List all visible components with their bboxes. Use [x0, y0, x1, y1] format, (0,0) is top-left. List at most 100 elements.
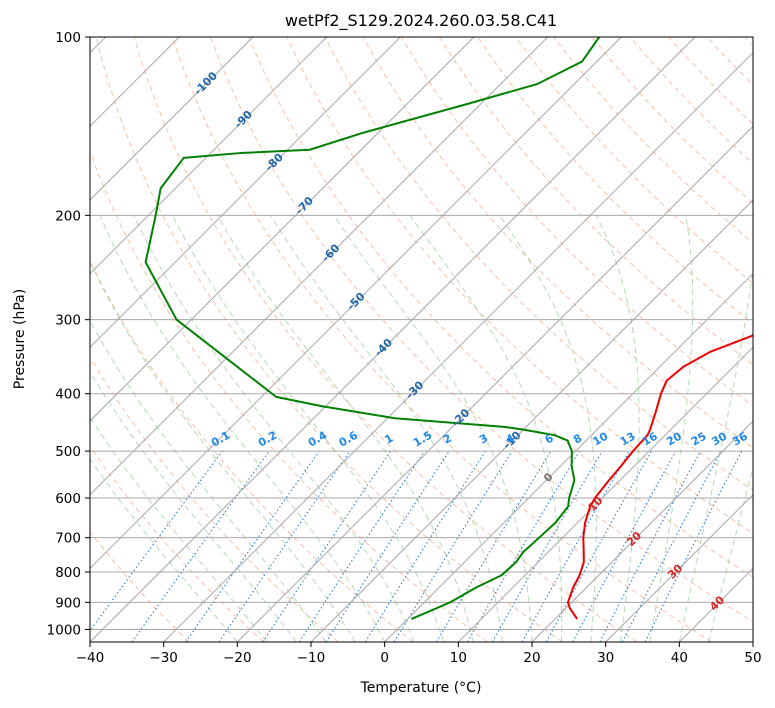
mixing-ratio-label: 0.4	[306, 428, 330, 449]
y-tick-label: 400	[55, 387, 81, 403]
dry-adiabat	[90, 259, 414, 642]
isotherm-label: -70	[293, 194, 316, 217]
isotherm	[90, 37, 254, 201]
mixing-ratio-line	[185, 450, 320, 642]
dry-adiabat	[90, 531, 190, 642]
dry-adiabat	[90, 150, 488, 642]
dry-adiabat	[591, 37, 753, 204]
isotherm	[90, 37, 328, 275]
moist-adiabat	[172, 215, 445, 642]
dry-adiabat	[133, 37, 638, 642]
isotherm-label: -50	[344, 290, 367, 313]
mixing-ratio-label: 6	[543, 431, 556, 446]
mixing-ratio-line	[572, 450, 677, 642]
moist-adiabat	[99, 215, 386, 642]
y-tick-label: 1000	[47, 622, 81, 638]
isotherm-label: -20	[449, 406, 472, 429]
dry-adiabat	[744, 37, 753, 47]
mixing-ratio-line	[521, 450, 630, 642]
moist-adiabat	[90, 370, 297, 642]
mixing-ratio-line	[262, 450, 392, 642]
mixing-ratio-label: 1.5	[411, 429, 434, 450]
mixing-ratio-line	[218, 450, 351, 642]
dry-adiabat	[95, 37, 563, 642]
isotherm-label: -80	[263, 150, 286, 173]
isotherm	[531, 420, 753, 642]
x-tick-label: −40	[76, 650, 105, 666]
isotherm-label: -30	[403, 378, 426, 401]
chart-title: wetPf2_S129.2024.260.03.58.C41	[285, 11, 557, 31]
moist-adiabat	[649, 215, 694, 642]
mixing-ratio-label: 1	[382, 432, 395, 447]
mixing-ratio-label: 20	[664, 429, 684, 448]
dry-adiabat	[90, 356, 339, 642]
dry-adiabat	[90, 445, 264, 642]
series-lines	[144, 37, 753, 620]
y-axis-label: Pressure (hPa)	[12, 289, 28, 389]
moist-adiabat	[409, 215, 563, 642]
mixing-ratio-line	[644, 450, 743, 642]
x-tick-label: −30	[149, 650, 178, 666]
x-tick-label: 50	[744, 650, 761, 666]
isotherm	[310, 199, 753, 642]
moist-adiabat	[270, 215, 504, 642]
moist-adiabat	[90, 458, 238, 642]
moist-adiabat	[708, 466, 753, 642]
mixing-ratio-label: 16	[640, 429, 660, 448]
x-axis-label: Temperature (°C)	[360, 680, 482, 696]
isotherm-label: -40	[372, 336, 395, 359]
isotherm	[90, 37, 696, 642]
moist-adiabat	[217, 215, 474, 642]
temperature-profile	[566, 334, 753, 620]
isotherm-label: 30	[665, 561, 685, 581]
mixing-ratio-line	[467, 450, 580, 642]
mixing-ratio-label: 2	[441, 432, 454, 447]
x-tick-label: 20	[523, 650, 540, 666]
isotherm-label: -90	[232, 108, 255, 131]
x-tick-label: 0	[380, 650, 389, 666]
mixing-ratio-label: 25	[689, 430, 709, 449]
moist-adiabat	[678, 265, 753, 642]
x-tick-label: 40	[671, 650, 688, 666]
isotherm	[605, 493, 753, 642]
mixing-ratio-line	[545, 450, 653, 642]
moist-adiabat	[90, 260, 356, 642]
y-tick-label: 100	[55, 30, 81, 46]
dry-adiabat	[400, 37, 753, 407]
y-tick-label: 900	[55, 595, 81, 611]
mixing-ratio-label: 0.2	[256, 429, 279, 450]
moist-adiabat	[133, 215, 415, 642]
x-tick-label: −20	[223, 650, 252, 666]
y-tick-label: 500	[55, 444, 81, 460]
moist-adiabat	[90, 319, 327, 642]
plot-frame	[89, 36, 754, 643]
isotherm	[384, 272, 753, 642]
isotherm	[90, 37, 401, 349]
mixing-ratio-line	[393, 450, 513, 642]
y-tick-label: 300	[55, 313, 81, 329]
dry-adiabat	[515, 37, 753, 284]
background-lines	[90, 37, 753, 642]
isotherm	[457, 346, 753, 642]
dry-adiabat	[439, 37, 753, 366]
y-tick-label: 700	[55, 531, 81, 547]
dry-adiabat	[668, 37, 753, 125]
isotherm	[163, 51, 753, 642]
mixing-ratio-label: 30	[709, 429, 729, 448]
y-axis: 1000 900 800 700 600 500 400 300 200 100	[47, 30, 90, 638]
isotherm	[678, 567, 753, 642]
x-tick-label: 30	[597, 650, 614, 666]
isotherm	[90, 37, 549, 496]
dry-adiabat	[171, 37, 712, 642]
y-tick-label: 200	[55, 208, 81, 224]
dry-adiabat	[248, 37, 753, 578]
mixing-ratio-label: 13	[618, 430, 638, 449]
mixing-ratio-line	[90, 450, 223, 632]
mixing-ratio-label: 36	[730, 429, 750, 448]
mixing-ratio-label: 10	[591, 429, 611, 448]
moist-adiabat	[90, 416, 268, 642]
x-tick-label: 10	[450, 650, 467, 666]
dewpoint-profile	[144, 37, 601, 620]
isotherm	[90, 37, 475, 422]
